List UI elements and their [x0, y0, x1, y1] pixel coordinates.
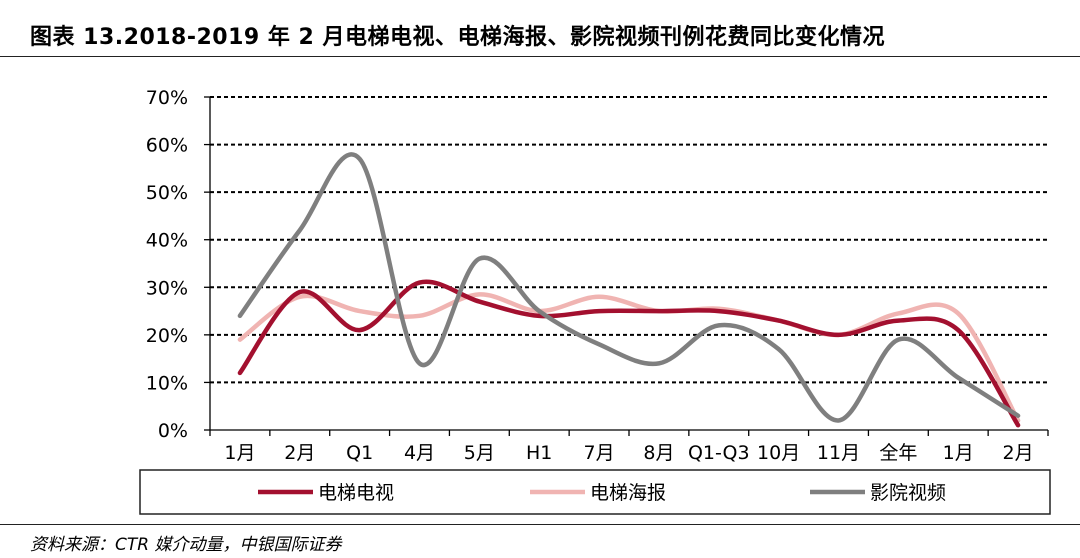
- x-tick-label: 2月: [284, 442, 315, 464]
- x-tick-label: H1: [526, 442, 552, 464]
- x-tick-label: Q1: [346, 442, 373, 464]
- y-tick-label: 60%: [146, 135, 188, 157]
- y-tick-label: 10%: [146, 372, 188, 394]
- x-tick-label: 全年: [879, 442, 917, 464]
- y-axis-ticks: 0% 10% 20% 30% 40% 50% 60% 70%: [146, 87, 210, 442]
- series-lines: [237, 152, 1021, 428]
- legend-label-1: 电梯电视: [318, 482, 394, 504]
- x-tick-label: 11月: [817, 442, 860, 464]
- legend-label-2: 电梯海报: [590, 482, 666, 504]
- y-tick-label: 0%: [158, 420, 188, 442]
- y-tick-label: 20%: [146, 325, 188, 347]
- series-line-2: [237, 292, 1021, 423]
- y-tick-label: 40%: [146, 230, 188, 252]
- x-tick-label: Q1-Q3: [688, 442, 750, 464]
- y-tick-label: 70%: [146, 87, 188, 109]
- x-tick-label: 10月: [757, 442, 800, 464]
- y-tick-label: 30%: [146, 277, 188, 299]
- x-tick-label: 1月: [943, 442, 974, 464]
- footer-divider: [0, 524, 1080, 525]
- source-note: 资料来源：CTR 媒介动量，中银国际证券: [30, 535, 342, 555]
- x-tick-label: 2月: [1003, 442, 1034, 464]
- chart-title: 图表 13.2018-2019 年 2 月电梯电视、电梯海报、影院视频刊例花费同…: [30, 25, 886, 50]
- x-tick-label: 5月: [464, 442, 495, 464]
- title-divider: [0, 56, 1080, 57]
- x-axis-ticks: 1月 2月 Q1 4月 5月 H1 7月 8月 Q1-Q3 10月 11月 全年 1月 2月: [209, 430, 1049, 464]
- legend: 电梯电视 电梯海报 影院视频: [139, 469, 1051, 515]
- gridlines: [210, 96, 1048, 384]
- legend-label-3: 影院视频: [870, 482, 946, 504]
- line-chart: 0% 10% 20% 30% 40% 50% 60% 70% 1月 2月 Q1 4月 5月 H1 7月 8月…: [139, 87, 1051, 515]
- x-tick-label: 7月: [584, 442, 615, 464]
- x-tick-label: 8月: [643, 442, 674, 464]
- axes: [209, 97, 1048, 431]
- x-tick-label: 4月: [404, 442, 435, 464]
- y-tick-label: 50%: [146, 182, 188, 204]
- series-line-1: [237, 279, 1021, 428]
- x-tick-label: 1月: [224, 442, 255, 464]
- series-line-3: [237, 152, 1021, 423]
